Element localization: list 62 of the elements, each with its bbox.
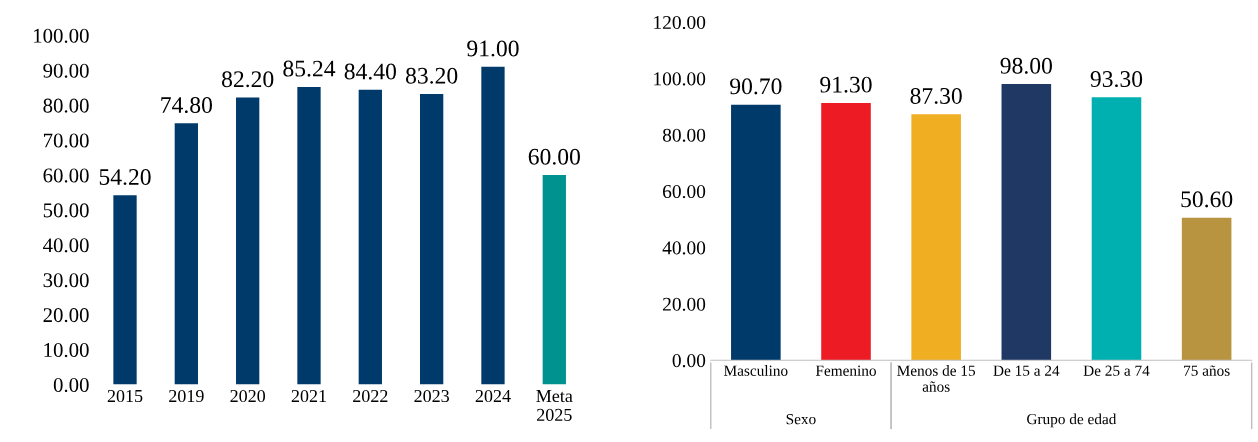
x-tick-label: Meta 2025 bbox=[536, 390, 573, 421]
y-tick-label: 80.00 bbox=[43, 98, 89, 113]
y-tick-label: 0.00 bbox=[53, 377, 89, 393]
x-tick-label: 2023 bbox=[414, 389, 449, 403]
bar bbox=[1091, 97, 1142, 361]
data-label: 93.30 bbox=[1090, 71, 1143, 88]
x-tick-label: De 25 a 74 bbox=[1083, 365, 1150, 376]
data-label: 50.60 bbox=[1181, 191, 1233, 208]
x-tick-label: Masculino bbox=[724, 365, 788, 376]
y-tick-label: 60.00 bbox=[43, 168, 89, 183]
text: Sexo bbox=[786, 414, 816, 425]
bar bbox=[911, 114, 961, 361]
bar bbox=[236, 97, 260, 385]
y-tick-label: 100.00 bbox=[654, 72, 706, 86]
data-label: 82.20 bbox=[222, 71, 274, 88]
bar bbox=[542, 175, 566, 385]
data-label: 60.00 bbox=[528, 148, 580, 165]
data-label: 90.70 bbox=[730, 78, 782, 95]
y-tick-label: 70.00 bbox=[43, 133, 89, 148]
x-tick-label: 2019 bbox=[169, 389, 204, 403]
y-tick-label: 80.00 bbox=[662, 128, 706, 142]
bar bbox=[481, 66, 505, 385]
y-tick-label: 30.00 bbox=[43, 273, 89, 288]
y-tick-label: 100.00 bbox=[34, 28, 89, 43]
data-label: 54.20 bbox=[99, 169, 151, 186]
x-tick-label: Femenino bbox=[815, 365, 876, 376]
bar bbox=[731, 104, 781, 361]
y-tick-label: 10.00 bbox=[44, 343, 89, 358]
data-label: 85.24 bbox=[283, 60, 336, 77]
data-label: 74.80 bbox=[161, 97, 212, 114]
bar bbox=[420, 94, 444, 385]
y-tick-label: 20.00 bbox=[663, 297, 706, 311]
y-tick-label: 90.00 bbox=[43, 63, 89, 78]
bar bbox=[174, 123, 198, 385]
bar bbox=[1001, 84, 1052, 361]
y-tick-label: 20.00 bbox=[43, 308, 89, 323]
text: Grupo de edad bbox=[1027, 413, 1117, 428]
x-tick-label: 2020 bbox=[230, 389, 266, 403]
data-label: 98.00 bbox=[1000, 57, 1052, 74]
x-tick-label: 75 años bbox=[1184, 365, 1230, 376]
data-label: 91.30 bbox=[820, 76, 872, 93]
data-label: 83.20 bbox=[405, 67, 458, 84]
bar bbox=[821, 102, 871, 361]
y-tick-label: 0.00 bbox=[672, 354, 706, 368]
y-tick-label: 40.00 bbox=[662, 241, 706, 255]
y-tick-label: 40.00 bbox=[43, 238, 89, 253]
x-tick-label: 2024 bbox=[475, 389, 511, 403]
data-label: 84.40 bbox=[344, 63, 396, 80]
bar bbox=[297, 86, 321, 385]
bar bbox=[358, 89, 382, 385]
x-tick-label: 2015 bbox=[107, 389, 143, 403]
y-tick-label: 120.00 bbox=[654, 15, 706, 30]
data-label: 91.00 bbox=[467, 40, 519, 57]
x-tick-label: Menos de 15 años bbox=[897, 365, 976, 392]
data-label: 87.30 bbox=[910, 87, 962, 104]
x-tick-label: 2022 bbox=[353, 389, 388, 403]
y-tick-label: 60.00 bbox=[662, 184, 706, 199]
bar bbox=[1181, 217, 1232, 361]
y-tick-label: 50.00 bbox=[43, 203, 89, 218]
bar bbox=[113, 195, 137, 385]
x-tick-label: De 15 a 24 bbox=[993, 365, 1060, 376]
x-tick-label: 2021 bbox=[291, 389, 326, 403]
